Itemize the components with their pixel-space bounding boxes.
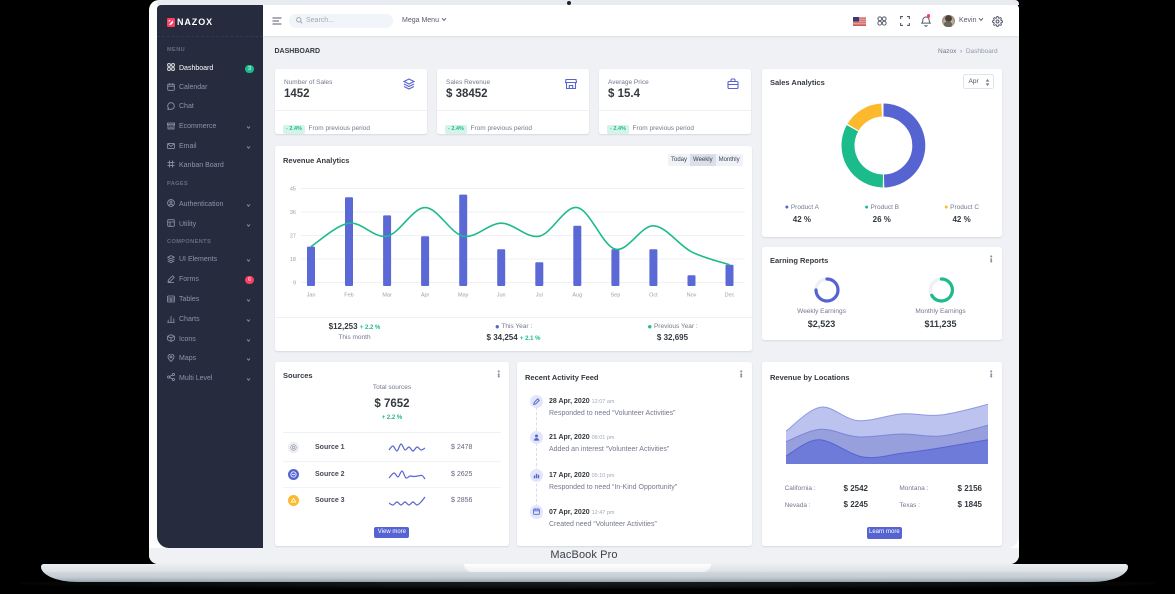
svg-text:Feb: Feb [344,293,353,299]
svg-text:Apr: Apr [421,293,430,299]
svg-text:Nov: Nov [687,293,697,299]
svg-text:Aug: Aug [572,293,582,299]
svg-text:Sep: Sep [611,293,621,299]
svg-text:Jan: Jan [307,293,316,299]
svg-text:Jun: Jun [497,293,506,299]
svg-text:Oct: Oct [649,293,658,299]
svg-text:18: 18 [290,257,296,263]
svg-text:May: May [458,293,469,299]
svg-text:9: 9 [293,281,296,287]
svg-text:36: 36 [290,210,296,216]
svg-text:45: 45 [290,187,296,193]
svg-text:Dec: Dec [725,293,735,299]
svg-text:27: 27 [290,234,296,240]
svg-text:Jul: Jul [536,293,543,299]
svg-text:Mar: Mar [382,293,392,299]
